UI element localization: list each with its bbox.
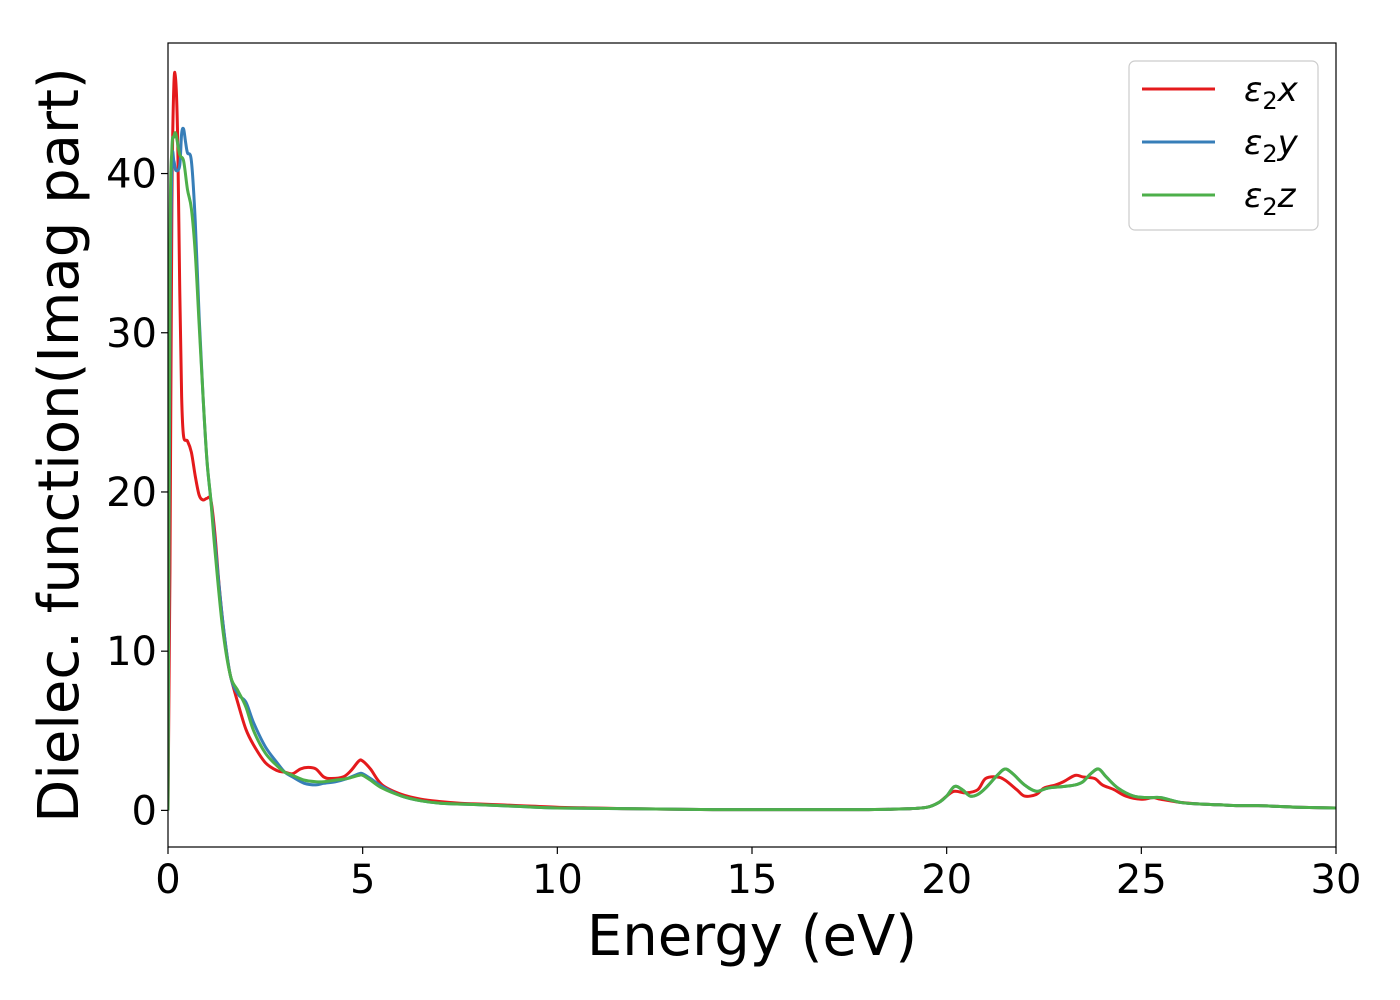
legend-label-3: ε2z (1244, 176, 1297, 221)
x-tick-label: 30 (1311, 857, 1362, 903)
x-tick-label: 20 (921, 857, 972, 903)
x-tick-label: 0 (155, 857, 180, 903)
series-line-1 (168, 70, 1336, 812)
y-axis-title: Dielec. function(Imag part) (27, 67, 92, 823)
x-tick-label: 15 (727, 857, 778, 903)
y-tick-label: 0 (132, 788, 157, 834)
x-tick-label: 25 (1116, 857, 1167, 903)
y-axis-ticks: 0 10 20 30 40 (106, 152, 168, 834)
y-tick-label: 10 (106, 629, 157, 675)
legend-label-1: ε2x (1244, 70, 1299, 115)
y-tick-label: 20 (106, 470, 157, 516)
legend-box (1128, 60, 1319, 231)
y-tick-label: 30 (106, 311, 157, 357)
x-axis-ticks: 0 5 10 15 20 25 30 (155, 847, 1361, 903)
series-line-3 (168, 131, 1336, 812)
y-tick-label: 40 (106, 152, 157, 198)
x-tick-label: 10 (532, 857, 583, 903)
legend: ε2x ε2y ε2z (1128, 60, 1319, 231)
legend-label-2: ε2y (1244, 123, 1299, 168)
series-lines (168, 70, 1336, 812)
x-axis-title: Energy (eV) (587, 904, 917, 969)
x-tick-label: 5 (350, 857, 375, 903)
